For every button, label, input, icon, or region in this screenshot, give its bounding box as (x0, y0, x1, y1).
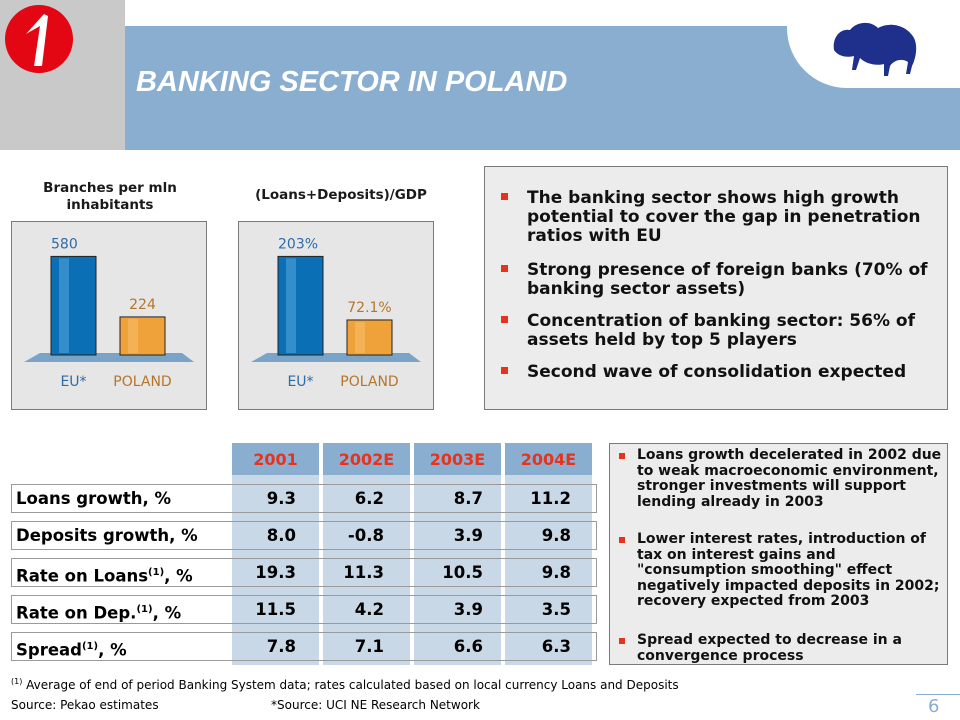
table-row (11, 595, 597, 624)
footnote-text: Average of end of period Banking System … (26, 678, 679, 692)
commentary-1: Loans growth decelerated in 2002 due to … (637, 447, 942, 510)
row-label: Loans growth, % (16, 484, 171, 513)
bar-poland (346, 319, 393, 356)
bar-value-label: 580 (51, 236, 78, 252)
table-cell: 10.5 (442, 563, 483, 582)
table-row (11, 484, 597, 513)
bullet-marker (501, 367, 508, 374)
table-cell: 11.3 (343, 563, 384, 582)
category-label: POLAND (340, 374, 398, 390)
row-label: Deposits growth, % (16, 521, 198, 550)
footnote-marker: (1) (11, 677, 23, 686)
source-note: Source: Pekao estimates (11, 698, 159, 712)
key-point-1: The banking sector shows high growth pot… (527, 188, 921, 246)
table-cell: 3.9 (453, 526, 483, 545)
table-cell: 6.3 (541, 637, 571, 656)
bar-highlight (286, 258, 296, 353)
row-label-footnote-marker: (1) (148, 567, 165, 578)
bar-highlight (59, 258, 69, 353)
row-label-text: Spread (16, 640, 82, 660)
row-label-text: Rate on Dep. (16, 603, 137, 623)
bullet-marker (501, 265, 508, 272)
table-cell: 8.7 (453, 489, 483, 508)
category-label: EU* (287, 374, 313, 390)
row-label-footnote-marker: (1) (136, 604, 153, 615)
table-cell: 11.5 (255, 600, 296, 619)
row-label-footnote-marker: (1) (81, 641, 99, 652)
table-cell: 4.2 (354, 600, 384, 619)
chart-loans-deposits: 203% EU* 72.1% POLAND (251, 236, 421, 390)
footnote: (1) Average of end of period Banking Sys… (11, 677, 679, 692)
chart-loans-deposits-panel: 203% EU* 72.1% POLAND (238, 221, 434, 410)
chart-branches-title: Branches per mln inhabitants (43, 180, 177, 213)
table-row (11, 632, 597, 661)
row-label-text: Rate on Loans (16, 566, 149, 586)
table-row (11, 521, 597, 550)
category-label: EU* (60, 374, 86, 390)
column-2002e-bg (323, 475, 410, 665)
key-points-box: The banking sector shows high growth pot… (484, 166, 948, 410)
bar-highlight (128, 318, 138, 353)
chart-branches: 580 EU* 224 POLAND (24, 236, 194, 390)
table-cell: 9.8 (541, 563, 571, 582)
row-label-unit: , % (98, 640, 127, 660)
chart-base (251, 353, 421, 362)
bar-poland (119, 316, 166, 356)
bar-value-label: 224 (129, 297, 156, 313)
table-cell: 3.9 (453, 600, 483, 619)
page-number-rule (916, 694, 960, 695)
bar-highlight (355, 321, 365, 353)
column-header-2001: 2001 (232, 443, 319, 475)
bank-logo-icon (5, 5, 73, 73)
table-cell: 6.2 (354, 489, 384, 508)
chart-branches-panel: 580 EU* 224 POLAND (11, 221, 207, 410)
eu-source-note: *Source: UCI NE Research Network (271, 698, 480, 712)
table-cell: 19.3 (255, 563, 296, 582)
bullet-marker (619, 453, 625, 459)
column-header-2002e: 2002E (323, 443, 410, 475)
key-point-2: Strong presence of foreign banks (70% of… (527, 260, 928, 299)
table-cell: 7.1 (354, 637, 384, 656)
column-header-2004e: 2004E (505, 443, 592, 475)
page-number: 6 (928, 696, 940, 717)
row-label-text: Deposits growth, % (16, 526, 198, 545)
row-label: Spread(1), % (16, 632, 127, 665)
bison-logo-icon (833, 22, 917, 76)
key-point-4: Second wave of consolidation expected (527, 362, 907, 382)
row-label: Rate on Loans(1), % (16, 558, 193, 591)
bar-eu (277, 255, 324, 356)
bar-eu (50, 255, 97, 356)
column-2004e-bg (505, 475, 592, 665)
table-cell: 11.2 (530, 489, 571, 508)
row-label-unit: , % (164, 566, 193, 586)
chart-loans-deposits-title: (Loans+Deposits)/GDP (255, 187, 427, 203)
table-cell: 8.0 (266, 526, 296, 545)
commentary-2: Lower interest rates, introduction of ta… (637, 531, 940, 609)
table-cell: 3.5 (541, 600, 571, 619)
column-2003e-bg (414, 475, 501, 665)
bar-value-label: 203% (278, 236, 318, 252)
row-label-unit: , % (152, 603, 182, 623)
page-title: BANKING SECTOR IN POLAND (136, 66, 568, 98)
chart-base (24, 353, 194, 362)
table-cell: -0.8 (347, 526, 384, 545)
table-cell: 7.8 (266, 637, 296, 656)
category-label: POLAND (113, 374, 171, 390)
bullet-marker (619, 638, 625, 644)
column-header-2003e: 2003E (414, 443, 501, 475)
row-label: Rate on Dep.(1), % (16, 595, 181, 628)
bullet-marker (501, 316, 508, 323)
table-cell: 6.6 (453, 637, 483, 656)
bar-value-label: 72.1% (347, 300, 391, 316)
commentary-3: Spread expected to decrease in a converg… (637, 632, 902, 664)
commentary-box: Loans growth decelerated in 2002 due to … (609, 443, 948, 665)
bullet-marker (619, 537, 625, 543)
key-point-3: Concentration of banking sector: 56% of … (527, 311, 915, 350)
row-label-text: Loans growth, % (16, 489, 172, 508)
column-2001-bg (232, 475, 319, 665)
table-cell: 9.3 (266, 489, 296, 508)
table-row (11, 558, 597, 587)
bullet-marker (501, 193, 508, 200)
table-cell: 9.8 (541, 526, 571, 545)
